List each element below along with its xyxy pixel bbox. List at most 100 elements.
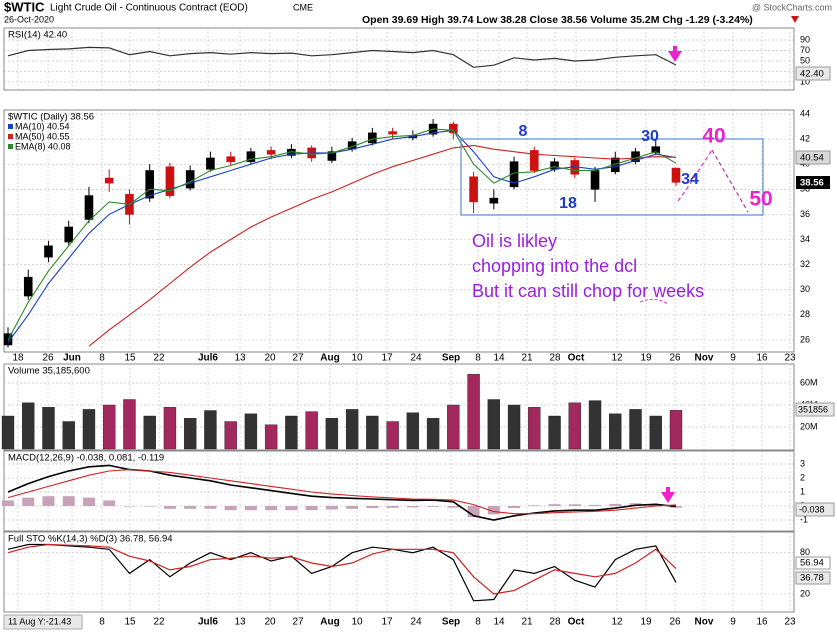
macd-histogram-bar [184,506,197,509]
x-tick-label: Jun [63,353,81,364]
macd-histogram-bar [670,506,682,508]
volume-bar [588,400,602,450]
macd-histogram-bar [609,503,622,506]
x-tick-label: 26 [42,353,54,364]
x-tick-label-bottom: 9 [730,617,736,628]
x-tick-label: 8 [475,353,481,364]
candle-body [64,226,74,243]
value-label: -0.038 [799,504,825,514]
macd-histogram-bar [265,506,278,511]
down-arrow-icon [791,16,799,23]
annotation: 40 [702,125,725,148]
x-tick-label: 19 [640,353,652,364]
x-tick-label-bottom: Nov [695,617,714,628]
macd-histogram-bar [103,500,116,506]
macd-histogram-bar [447,506,460,508]
x-tick-label: 27 [292,353,304,364]
macd-line [7,469,677,515]
x-tick-label-bottom: 26 [669,617,681,628]
panel-label: MACD(12,26,9) -0.038, 0.081, -0.119 [8,453,164,464]
macd-histogram-bar [82,497,95,506]
y-tick-label: 32 [800,259,810,269]
macd-histogram-bar [427,506,440,507]
grid-layer [4,28,794,612]
value-label-box [795,66,831,81]
x-tick-label-bottom: 21 [521,617,533,628]
volume-bar [244,413,258,450]
macd-histogram-bar [62,496,75,506]
x-tick-label-bottom: 19 [640,617,652,628]
x-tick-label-bottom: Sep [442,617,460,628]
x-tick-label-bottom: 16 [756,617,768,628]
x-tick-label: 26 [669,353,681,364]
y-tick-label: 36 [800,209,810,219]
price-label-box [796,176,830,189]
price-label-box [795,150,831,165]
y-tick-label: 3 [800,458,805,468]
volume-bar [204,410,217,450]
volume-bar [609,413,622,450]
exchange: CME [293,2,313,12]
legend-swatch [8,134,13,139]
candle-body [469,176,478,203]
volume-bar [285,415,298,450]
y-tick-label: 10 [800,76,810,86]
annotation: 8 [519,123,528,140]
volume-bar [305,411,318,450]
candle-body [550,161,559,170]
y-tick-label: 42 [800,134,810,144]
x-tick-label-bottom: 23 [784,617,796,628]
x-tick-label-bottom: Oct [568,617,585,628]
x-tick-label: 16 [756,353,768,364]
x-tick-label-bottom: 13 [234,617,246,628]
volume-bar [487,399,501,450]
legend-entry: MA(50) 40.55 [15,131,70,141]
price-panel [3,109,795,353]
chart-date: 26-Oct-2020 [4,14,54,24]
volume-bar [568,402,581,450]
y-tick-label: 2 [800,472,805,482]
x-tick-label-bottom: 12 [611,617,623,628]
candle-body [23,276,33,297]
x-tick-label-bottom: 22 [153,617,165,628]
x-tick-label: 18 [12,353,24,364]
y-tick-label: 70 [800,45,810,55]
x-tick-label: Aug [320,353,339,364]
macd-arrow [661,492,675,503]
macd-histogram-bar [386,506,399,508]
source: @ StockCharts.com [752,2,832,12]
macd-histogram-bar [589,504,602,506]
volume-bar [467,374,480,450]
macd-histogram-bar [467,506,480,518]
x-tick-label: 12 [611,353,623,364]
y-tick-label: 90 [800,34,810,44]
legend-swatch [8,124,13,129]
macd-arrow-stem [666,487,670,493]
candle-body [266,150,276,155]
x-tick-label: Oct [568,353,585,364]
volume-bar [366,415,379,450]
macd-histogram-bar [22,497,35,506]
candle-body [590,170,600,190]
x-tick-label-bottom: 8 [99,617,105,628]
rsi-arrow [668,51,682,62]
volume-bar [143,415,156,450]
volume-bar [82,409,96,450]
rsi-panel [3,27,795,91]
commentary: Oil is likley [472,231,557,251]
value-label-box [795,402,835,417]
y-tick-label: 30 [800,284,810,294]
sto-panel [3,531,795,613]
volume-bar [183,418,197,450]
y-tick-label: 44 [800,108,810,118]
volume-bar [386,421,399,450]
x-tick-label: Nov [695,353,714,364]
legend-entry: EMA(8) 40.08 [15,141,71,151]
macd-histogram-bar [285,506,298,511]
candle-body [206,157,215,170]
value-label: 42.40 [800,69,824,80]
volume-bar [42,407,55,450]
candle-body [226,156,235,163]
x-tick-label: 20 [264,353,276,364]
